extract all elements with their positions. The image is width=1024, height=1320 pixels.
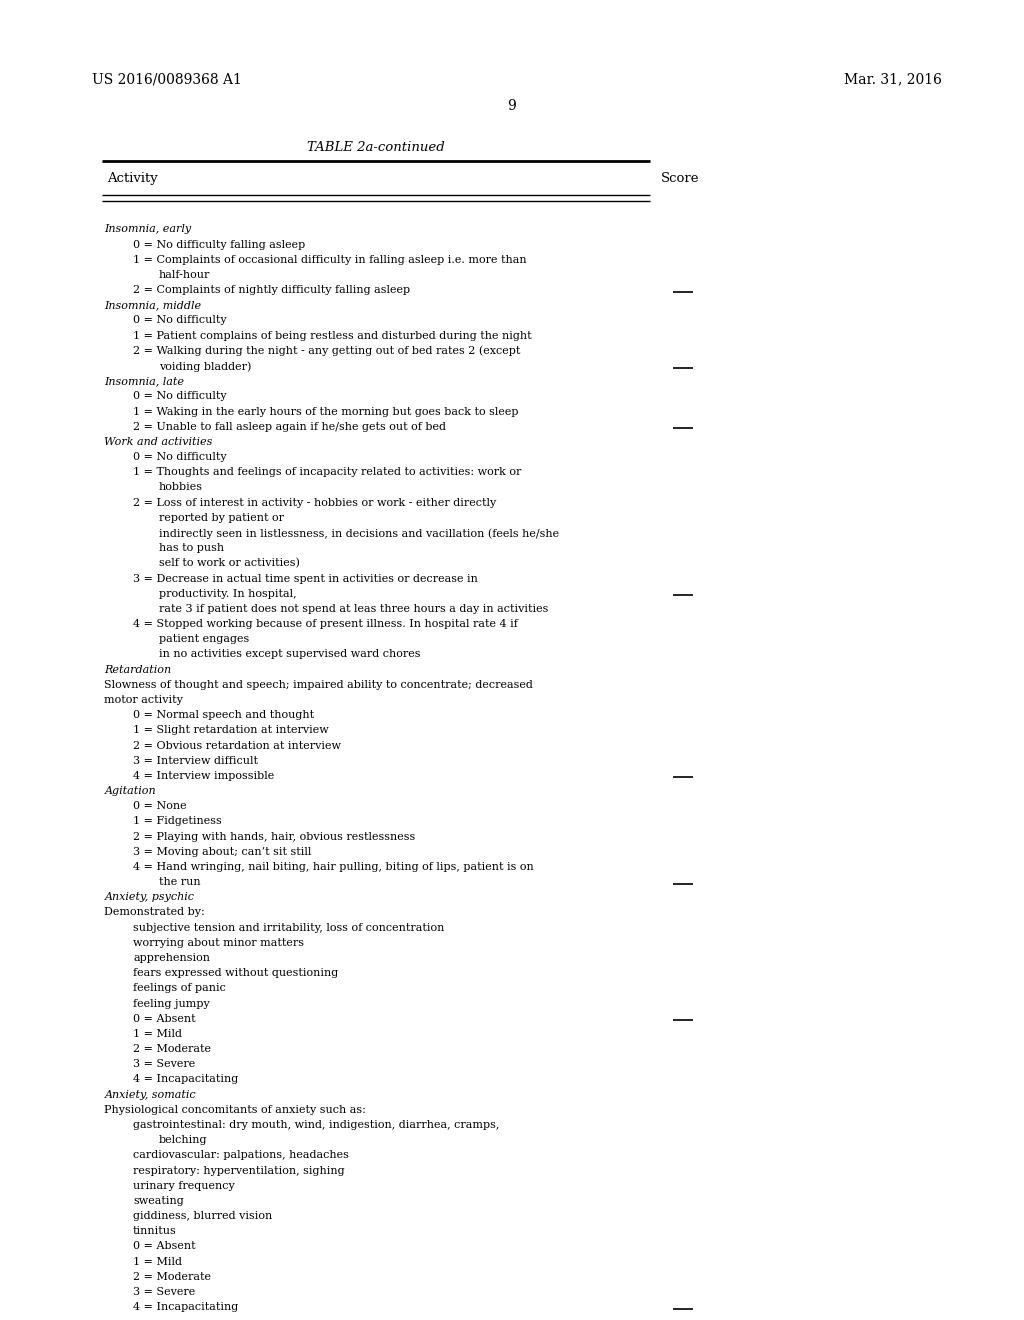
Text: hobbies: hobbies (159, 482, 203, 492)
Text: Activity: Activity (108, 172, 159, 185)
Text: 0 = No difficulty: 0 = No difficulty (133, 391, 226, 401)
Text: 0 = Normal speech and thought: 0 = Normal speech and thought (133, 710, 314, 721)
Text: indirectly seen in listlessness, in decisions and vacillation (feels he/she: indirectly seen in listlessness, in deci… (159, 528, 559, 539)
Text: 1 = Mild: 1 = Mild (133, 1257, 182, 1267)
Text: Insomnia, middle: Insomnia, middle (104, 300, 202, 310)
Text: in no activities except supervised ward chores: in no activities except supervised ward … (159, 649, 420, 660)
Text: 2 = Moderate: 2 = Moderate (133, 1271, 211, 1282)
Text: Work and activities: Work and activities (104, 437, 213, 447)
Text: TABLE 2a-continued: TABLE 2a-continued (307, 141, 445, 154)
Text: 4 = Interview impossible: 4 = Interview impossible (133, 771, 274, 781)
Text: tinnitus: tinnitus (133, 1226, 177, 1237)
Text: Slowness of thought and speech; impaired ability to concentrate; decreased: Slowness of thought and speech; impaired… (104, 680, 534, 690)
Text: 3 = Decrease in actual time spent in activities or decrease in: 3 = Decrease in actual time spent in act… (133, 573, 478, 583)
Text: cardiovascular: palpations, headaches: cardiovascular: palpations, headaches (133, 1150, 349, 1160)
Text: 2 = Unable to fall asleep again if he/she gets out of bed: 2 = Unable to fall asleep again if he/sh… (133, 421, 446, 432)
Text: 2 = Loss of interest in activity - hobbies or work - either directly: 2 = Loss of interest in activity - hobbi… (133, 498, 497, 508)
Text: 2 = Playing with hands, hair, obvious restlessness: 2 = Playing with hands, hair, obvious re… (133, 832, 416, 842)
Text: 0 = No difficulty: 0 = No difficulty (133, 451, 226, 462)
Text: has to push: has to push (159, 543, 224, 553)
Text: Anxiety, psychic: Anxiety, psychic (104, 892, 195, 903)
Text: Anxiety, somatic: Anxiety, somatic (104, 1089, 196, 1100)
Text: belching: belching (159, 1135, 207, 1146)
Text: US 2016/0089368 A1: US 2016/0089368 A1 (92, 73, 242, 87)
Text: 0 = No difficulty falling asleep: 0 = No difficulty falling asleep (133, 240, 305, 249)
Text: 1 = Slight retardation at interview: 1 = Slight retardation at interview (133, 725, 329, 735)
Text: Insomnia, late: Insomnia, late (104, 376, 184, 387)
Text: Score: Score (660, 172, 699, 185)
Text: subjective tension and irritability, loss of concentration: subjective tension and irritability, los… (133, 923, 444, 933)
Text: fears expressed without questioning: fears expressed without questioning (133, 968, 338, 978)
Text: apprehension: apprehension (133, 953, 210, 964)
Text: Retardation: Retardation (104, 664, 172, 675)
Text: 3 = Severe: 3 = Severe (133, 1287, 196, 1298)
Text: the run: the run (159, 876, 201, 887)
Text: self to work or activities): self to work or activities) (159, 558, 300, 569)
Text: Physiological concomitants of anxiety such as:: Physiological concomitants of anxiety su… (104, 1105, 367, 1115)
Text: Demonstrated by:: Demonstrated by: (104, 907, 205, 917)
Text: 3 = Severe: 3 = Severe (133, 1059, 196, 1069)
Text: reported by patient or: reported by patient or (159, 512, 284, 523)
Text: 0 = Absent: 0 = Absent (133, 1014, 196, 1024)
Text: 1 = Mild: 1 = Mild (133, 1028, 182, 1039)
Text: sweating: sweating (133, 1196, 184, 1206)
Text: 4 = Hand wringing, nail biting, hair pulling, biting of lips, patient is on: 4 = Hand wringing, nail biting, hair pul… (133, 862, 534, 873)
Text: 1 = Patient complains of being restless and disturbed during the night: 1 = Patient complains of being restless … (133, 330, 531, 341)
Text: Insomnia, early: Insomnia, early (104, 224, 191, 235)
Text: 9: 9 (508, 99, 516, 114)
Text: 0 = None: 0 = None (133, 801, 186, 812)
Text: worrying about minor matters: worrying about minor matters (133, 937, 304, 948)
Text: 2 = Walking during the night - any getting out of bed rates 2 (except: 2 = Walking during the night - any getti… (133, 346, 520, 356)
Text: 3 = Interview difficult: 3 = Interview difficult (133, 755, 258, 766)
Text: voiding bladder): voiding bladder) (159, 360, 251, 372)
Text: 0 = Absent: 0 = Absent (133, 1241, 196, 1251)
Text: 4 = Incapacitating: 4 = Incapacitating (133, 1302, 239, 1312)
Text: feelings of panic: feelings of panic (133, 983, 226, 994)
Text: gastrointestinal: dry mouth, wind, indigestion, diarrhea, cramps,: gastrointestinal: dry mouth, wind, indig… (133, 1119, 500, 1130)
Text: urinary frequency: urinary frequency (133, 1180, 234, 1191)
Text: 1 = Waking in the early hours of the morning but goes back to sleep: 1 = Waking in the early hours of the mor… (133, 407, 518, 417)
Text: patient engages: patient engages (159, 634, 249, 644)
Text: 0 = No difficulty: 0 = No difficulty (133, 315, 226, 326)
Text: 2 = Moderate: 2 = Moderate (133, 1044, 211, 1055)
Text: 4 = Stopped working because of present illness. In hospital rate 4 if: 4 = Stopped working because of present i… (133, 619, 518, 630)
Text: 1 = Fidgetiness: 1 = Fidgetiness (133, 816, 222, 826)
Text: 4 = Incapacitating: 4 = Incapacitating (133, 1074, 239, 1085)
Text: 2 = Complaints of nightly difficulty falling asleep: 2 = Complaints of nightly difficulty fal… (133, 285, 411, 296)
Text: 3 = Moving about; can’t sit still: 3 = Moving about; can’t sit still (133, 846, 311, 857)
Text: respiratory: hyperventilation, sighing: respiratory: hyperventilation, sighing (133, 1166, 345, 1176)
Text: 2 = Obvious retardation at interview: 2 = Obvious retardation at interview (133, 741, 341, 751)
Text: giddiness, blurred vision: giddiness, blurred vision (133, 1210, 272, 1221)
Text: feeling jumpy: feeling jumpy (133, 998, 210, 1008)
Text: Agitation: Agitation (104, 785, 156, 796)
Text: half-hour: half-hour (159, 269, 210, 280)
Text: rate 3 if patient does not spend at leas three hours a day in activities: rate 3 if patient does not spend at leas… (159, 603, 548, 614)
Text: productivity. In hospital,: productivity. In hospital, (159, 589, 296, 599)
Text: 1 = Thoughts and feelings of incapacity related to activities: work or: 1 = Thoughts and feelings of incapacity … (133, 467, 521, 478)
Text: 1 = Complaints of occasional difficulty in falling asleep i.e. more than: 1 = Complaints of occasional difficulty … (133, 255, 526, 265)
Text: motor activity: motor activity (104, 694, 183, 705)
Text: Mar. 31, 2016: Mar. 31, 2016 (844, 73, 942, 87)
